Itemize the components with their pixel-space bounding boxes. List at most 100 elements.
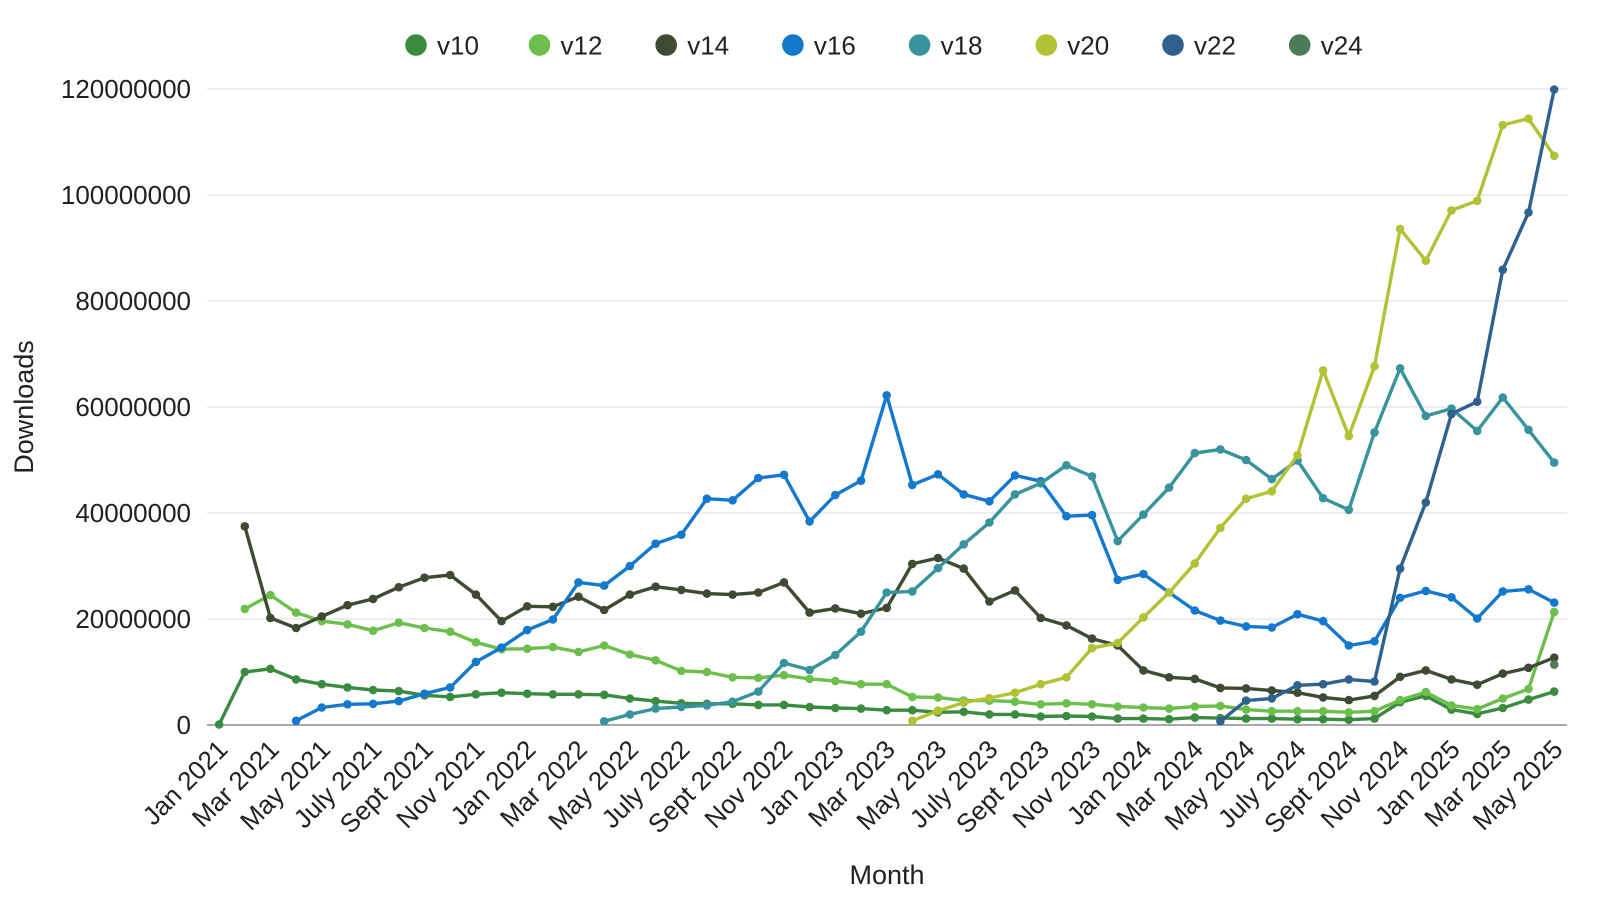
data-point-v18 xyxy=(1549,458,1559,467)
data-point-v20 xyxy=(1524,114,1533,123)
data-point-v12 xyxy=(702,667,712,677)
data-point-v16 xyxy=(882,391,891,400)
data-point-v12 xyxy=(1524,684,1533,694)
data-point-v14 xyxy=(599,605,609,615)
data-point-v16 xyxy=(1344,641,1354,650)
data-point-v18 xyxy=(651,704,660,713)
data-point-v12 xyxy=(1113,702,1122,711)
data-point-v16 xyxy=(831,490,840,500)
legend-item-v24[interactable]: v24 xyxy=(1288,31,1363,61)
data-point-v12 xyxy=(1549,607,1559,617)
legend-item-v12[interactable]: v12 xyxy=(528,31,603,61)
legend-item-v10[interactable]: v10 xyxy=(405,31,479,61)
data-point-v16 xyxy=(1447,593,1456,602)
legend-item-v22[interactable]: v22 xyxy=(1162,31,1236,61)
legend-label-v14: v14 xyxy=(687,31,729,61)
legend-swatch-v22 xyxy=(1162,34,1184,56)
data-point-v16 xyxy=(1524,585,1533,594)
legend-item-v20[interactable]: v20 xyxy=(1035,31,1110,61)
data-point-v10 xyxy=(1524,695,1533,704)
data-point-v12 xyxy=(445,627,455,636)
data-point-v22 xyxy=(1421,498,1431,507)
data-point-v12 xyxy=(291,608,301,617)
data-point-v16 xyxy=(1216,616,1225,625)
data-point-v20 xyxy=(1395,224,1405,234)
gridlines xyxy=(207,88,1567,726)
data-point-v12 xyxy=(1498,694,1508,703)
data-point-v12 xyxy=(1062,699,1071,708)
data-point-v16 xyxy=(1421,586,1431,596)
data-point-v20 xyxy=(1472,196,1482,206)
data-point-v10 xyxy=(805,702,814,712)
data-point-v18 xyxy=(702,701,712,710)
data-point-v20 xyxy=(1344,431,1354,441)
data-point-v10 xyxy=(1549,687,1559,696)
data-point-v12 xyxy=(1421,687,1431,697)
data-point-v16 xyxy=(754,473,763,483)
data-point-v16 xyxy=(420,689,429,698)
data-point-v14 xyxy=(959,564,968,573)
data-point-v20 xyxy=(1010,688,1020,697)
data-point-v18 xyxy=(1113,536,1122,546)
data-point-v14 xyxy=(574,592,583,601)
data-point-v12 xyxy=(522,644,532,653)
legend-item-v14[interactable]: v14 xyxy=(655,31,729,61)
data-point-v14 xyxy=(522,602,532,611)
data-point-v14 xyxy=(625,590,635,599)
data-point-v12 xyxy=(856,679,866,689)
series-lines xyxy=(214,85,1559,729)
data-point-v14 xyxy=(1216,683,1225,693)
data-point-v12 xyxy=(266,590,275,600)
data-point-v12 xyxy=(599,641,609,650)
data-point-v20 xyxy=(1139,613,1148,622)
data-point-v20 xyxy=(933,706,943,715)
data-point-v22 xyxy=(1241,696,1251,705)
data-point-v10 xyxy=(1293,714,1302,724)
data-point-v10 xyxy=(471,690,481,699)
data-point-v22 xyxy=(1472,397,1482,407)
data-point-v18 xyxy=(933,563,943,573)
data-point-v14 xyxy=(1370,691,1379,701)
data-point-v12 xyxy=(1370,706,1379,716)
data-point-v22 xyxy=(1549,85,1559,94)
data-point-v14 xyxy=(1036,613,1045,623)
legend-item-v18[interactable]: v18 xyxy=(908,31,983,61)
data-point-v18 xyxy=(1062,461,1071,470)
data-point-v10 xyxy=(1062,711,1071,721)
data-point-v16 xyxy=(651,539,660,548)
data-point-v10 xyxy=(1344,715,1354,724)
data-point-v10 xyxy=(266,664,275,674)
data-point-v16 xyxy=(1087,510,1097,520)
legend-swatch-v24 xyxy=(1288,34,1311,56)
data-point-v18 xyxy=(831,650,840,660)
series-v16 xyxy=(291,391,1559,726)
data-point-v20 xyxy=(1370,361,1379,371)
data-point-v18 xyxy=(1190,448,1200,458)
data-point-v12 xyxy=(574,647,583,657)
data-point-v10 xyxy=(497,688,506,697)
data-point-v18 xyxy=(1395,364,1405,373)
data-point-v12 xyxy=(548,642,558,652)
data-point-v10 xyxy=(368,685,378,695)
data-point-v12 xyxy=(933,693,943,702)
data-point-v14 xyxy=(908,559,917,569)
data-point-v10 xyxy=(985,710,994,719)
legend-item-v16[interactable]: v16 xyxy=(782,31,856,61)
data-point-v12 xyxy=(1241,705,1251,714)
data-point-v10 xyxy=(625,694,635,703)
data-point-v16 xyxy=(1267,623,1277,632)
data-point-v20 xyxy=(959,698,968,707)
data-point-v14 xyxy=(420,573,429,582)
data-point-v18 xyxy=(1139,510,1148,519)
data-point-v10 xyxy=(1036,712,1045,721)
data-point-v18 xyxy=(1241,455,1251,465)
data-point-v18 xyxy=(599,717,609,726)
data-point-v20 xyxy=(1190,559,1200,568)
data-point-v18 xyxy=(1164,483,1174,492)
legend-label-v18: v18 xyxy=(941,31,983,61)
data-point-v16 xyxy=(1010,471,1020,480)
data-point-v18 xyxy=(779,658,789,668)
data-point-v14 xyxy=(497,616,506,626)
data-point-v12 xyxy=(1216,701,1225,711)
